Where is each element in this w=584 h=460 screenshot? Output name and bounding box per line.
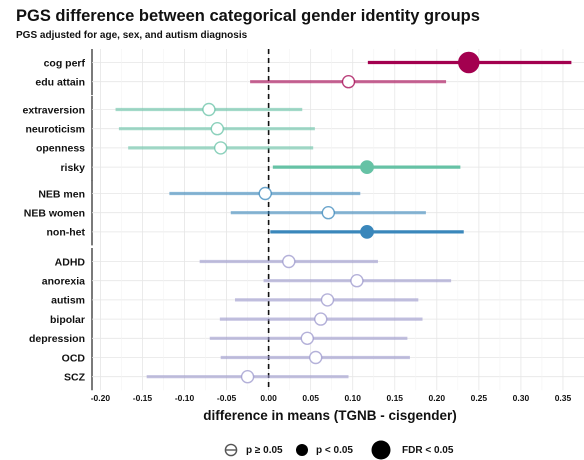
- legend-label: FDR < 0.05: [402, 444, 454, 456]
- row-label: OCD: [62, 352, 86, 364]
- legend-item-not-significant: p ≥ 0.05: [222, 440, 283, 460]
- row-label: openness: [36, 143, 85, 155]
- x-tick-label: -0.05: [217, 393, 237, 403]
- x-tick-label: -0.15: [133, 393, 153, 403]
- x-tick-label: 0.05: [302, 393, 319, 403]
- point-estimate: [360, 160, 374, 175]
- row-label: anorexia: [42, 276, 85, 288]
- point-estimate: [213, 141, 228, 155]
- row-label: edu attain: [35, 77, 85, 89]
- row-label: cog perf: [44, 57, 86, 69]
- row-label: neuroticism: [25, 124, 85, 136]
- point-estimate: [341, 74, 356, 89]
- point-estimate: [282, 254, 296, 269]
- x-tick-label: -0.10: [175, 393, 195, 403]
- point-estimate: [300, 331, 315, 345]
- chart-title: PGS difference between categorical gende…: [16, 7, 480, 25]
- legend-label: p < 0.05: [316, 444, 353, 456]
- forest-plot: cog perf edu attain extraversion neuroticis…: [23, 49, 584, 423]
- row-label: depression: [29, 333, 85, 345]
- x-tick-label: 0.25: [471, 393, 488, 403]
- row-label: SCZ: [64, 372, 86, 384]
- legend-item-fdr: FDR < 0.05: [370, 440, 453, 460]
- point-estimate: [210, 121, 225, 136]
- x-tick-label: 0.30: [513, 393, 530, 403]
- point-estimate: [240, 370, 255, 384]
- row-labels: cog perf edu attain extraversion neuroticis…: [23, 57, 86, 383]
- legend-label: p ≥ 0.05: [246, 444, 283, 456]
- open-circle-icon: [224, 443, 238, 457]
- large-filled-circle-icon: [371, 440, 391, 460]
- x-tick-label: 0.15: [386, 393, 403, 403]
- row-label: non-het: [47, 227, 86, 239]
- row-label: ADHD: [55, 256, 86, 268]
- filled-circle-icon: [296, 444, 308, 456]
- row-label: autism: [51, 295, 85, 307]
- point-estimate: [321, 205, 336, 220]
- chart-subtitle: PGS adjusted for age, sex, and autism di…: [16, 30, 248, 41]
- row-label: bipolar: [50, 314, 85, 326]
- point-estimate: [360, 224, 374, 239]
- legend-item-significant: p < 0.05: [294, 440, 353, 460]
- point-estimates: [202, 51, 480, 384]
- x-tick-label: -0.20: [91, 393, 111, 403]
- x-tick-label: 0.35: [555, 393, 572, 403]
- x-tick-label: 0.10: [344, 393, 361, 403]
- point-estimate: [314, 312, 328, 326]
- point-estimate: [350, 274, 364, 288]
- point-estimate: [309, 350, 323, 365]
- x-axis-title: difference in means (TGNB - cisgender): [203, 408, 457, 423]
- legend: p ≥ 0.05 p < 0.05 FDR < 0.05: [0, 440, 584, 460]
- point-estimate: [458, 51, 480, 74]
- point-estimate: [258, 186, 272, 201]
- x-axis-ticks: -0.20 -0.15 -0.10 -0.05 0.00 0.05 0.10 0.15 0.20…: [91, 393, 572, 403]
- row-label: NEB men: [38, 188, 85, 200]
- row-label: NEB women: [24, 208, 85, 220]
- point-estimate: [202, 102, 216, 117]
- row-label: extraversion: [23, 104, 85, 116]
- point-estimate: [320, 293, 335, 307]
- x-tick-label: 0.00: [260, 393, 277, 403]
- row-label: risky: [60, 162, 85, 174]
- x-tick-label: 0.20: [429, 393, 446, 403]
